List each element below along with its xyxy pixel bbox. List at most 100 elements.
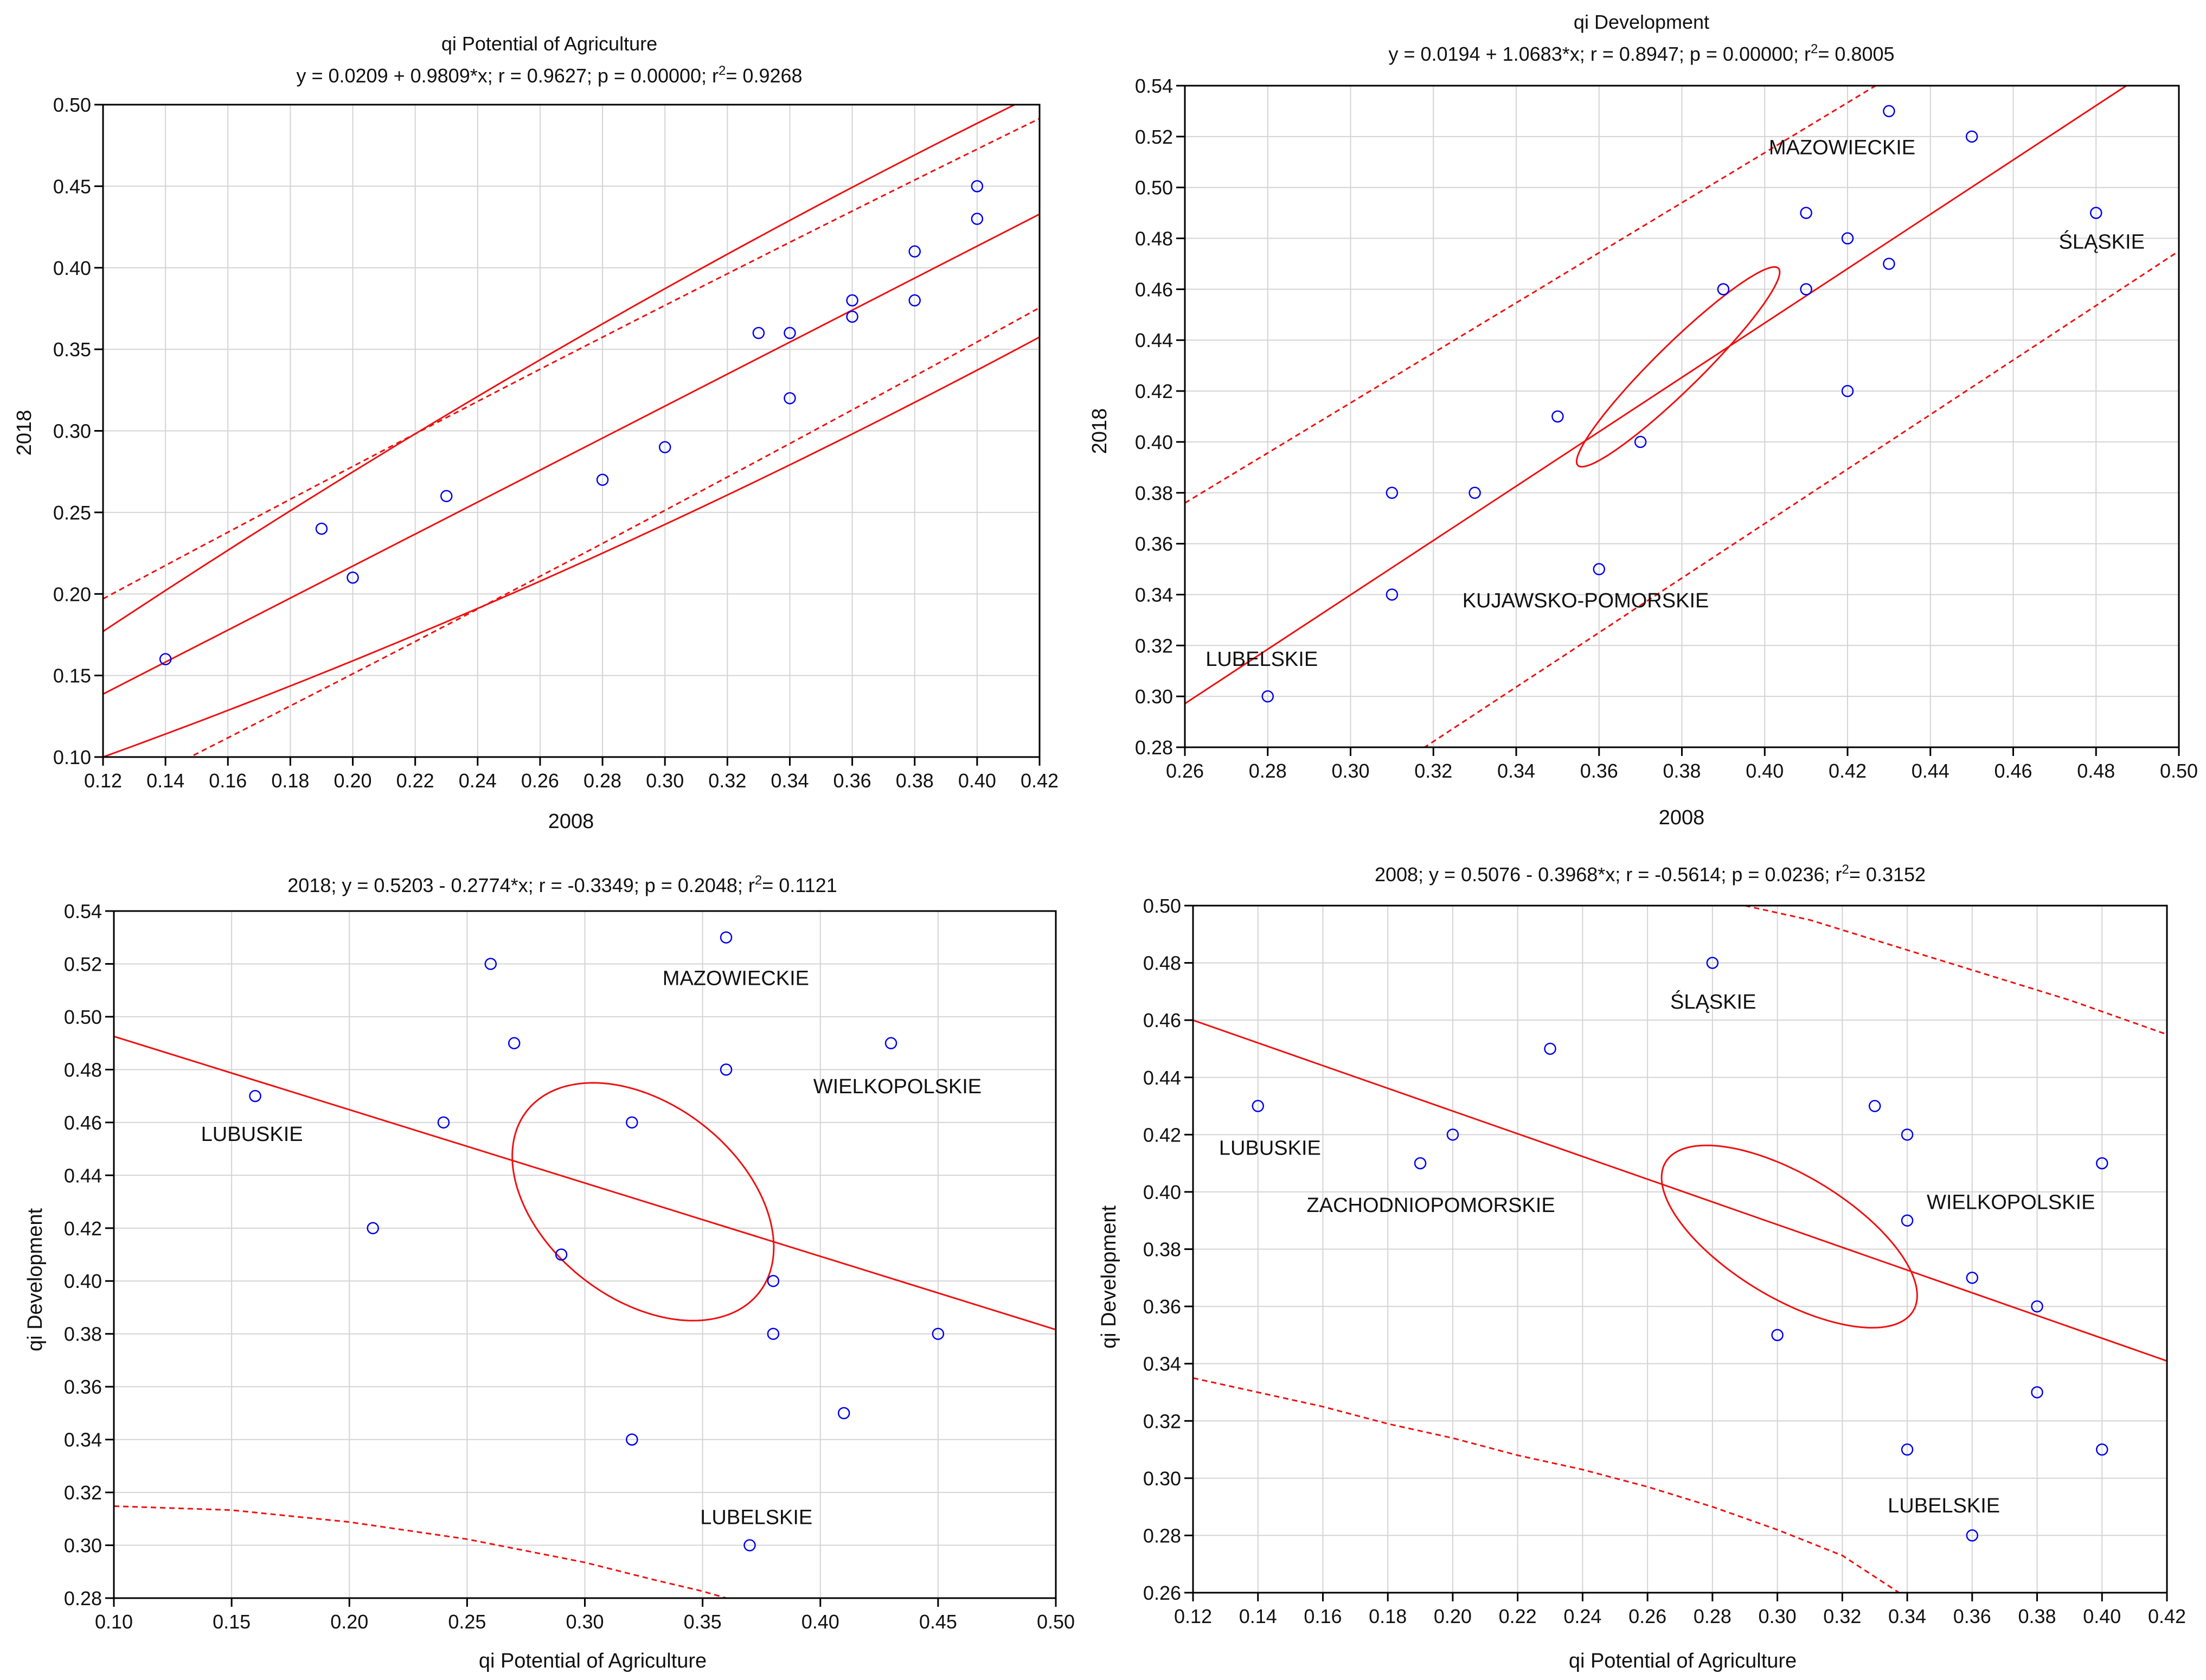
x-tick-label: 0.30 xyxy=(1759,1605,1797,1627)
x-tick-label: 0.24 xyxy=(1563,1605,1601,1627)
point-label: LUBELSKIE xyxy=(700,1506,812,1529)
x-tick-label: 0.36 xyxy=(833,770,871,792)
y-tick-label: 0.42 xyxy=(1143,1124,1181,1146)
data-point xyxy=(837,1407,850,1420)
x-tick-label: 0.18 xyxy=(1369,1605,1407,1627)
y-tick-label: 0.40 xyxy=(64,1270,102,1292)
point-label: WIELKOPOLSKIE xyxy=(813,1075,982,1098)
y-tick-label: 0.52 xyxy=(1135,126,1173,148)
data-point xyxy=(1544,1042,1556,1055)
confidence-band-upper xyxy=(103,105,1017,632)
data-point xyxy=(784,392,796,405)
data-point xyxy=(1965,130,1978,143)
x-tick-label: 0.40 xyxy=(801,1611,839,1633)
y-tick-label: 0.50 xyxy=(53,94,91,116)
data-point xyxy=(1386,588,1399,601)
point-label: WIELKOPOLSKIE xyxy=(1927,1191,2095,1214)
panel-2-r2-value: = 0.8005 xyxy=(1818,43,1894,65)
x-tick-label: 0.16 xyxy=(209,770,247,792)
plot-content xyxy=(1185,86,2179,747)
x-tick-label: 0.12 xyxy=(84,770,122,792)
data-point xyxy=(767,1328,780,1340)
y-tick-label: 0.44 xyxy=(1143,1067,1181,1089)
data-point xyxy=(437,1116,450,1129)
panel-qi-development: qi Development y = 0.0194 + 1.0683*x; r … xyxy=(1088,11,2198,829)
data-point xyxy=(1868,1100,1881,1112)
x-tick-label: 0.22 xyxy=(396,770,434,792)
y-tick-label: 0.30 xyxy=(1143,1467,1181,1490)
x-tick-label: 0.32 xyxy=(708,770,746,792)
panel-4-title-text: 2008; y = 0.5076 - 0.3968*x; r = -0.5614… xyxy=(1375,863,1842,886)
y-tick-label: 0.38 xyxy=(64,1323,102,1345)
data-point xyxy=(315,522,328,535)
point-label: LUBUSKIE xyxy=(201,1123,303,1146)
data-point xyxy=(440,490,453,503)
data-point xyxy=(2031,1386,2043,1399)
data-point xyxy=(1386,486,1399,499)
panel-4-r2-value: = 0.3152 xyxy=(1849,863,1926,886)
y-tick-label: 0.48 xyxy=(64,1059,102,1081)
x-tick-label: 0.18 xyxy=(271,770,309,792)
regression-line xyxy=(103,213,1040,695)
y-tick-label: 0.10 xyxy=(53,746,91,768)
data-point xyxy=(1414,1157,1427,1170)
panel-1-plot-area: 0.12 0.14 0.16 0.18 0.20 0.22 0.24 0.26 0.28 0.30… xyxy=(53,94,1059,792)
x-tick-label: 0.28 xyxy=(1249,760,1287,782)
data-point xyxy=(658,441,671,453)
y-tick-label: 0.50 xyxy=(64,1006,102,1028)
y-tick-label: 0.46 xyxy=(1135,278,1173,300)
y-tick-label: 0.28 xyxy=(64,1587,102,1610)
y-tick-label: 0.52 xyxy=(64,953,102,975)
x-tick-label: 0.40 xyxy=(2083,1605,2121,1627)
x-tick-label: 0.28 xyxy=(1694,1605,1732,1627)
y-tick-label: 0.48 xyxy=(1135,228,1173,250)
x-tick-label: 0.20 xyxy=(330,1611,368,1633)
prediction-band-lower xyxy=(1193,1377,1900,1593)
data-point xyxy=(159,653,172,665)
panel-3-title-text: 2018; y = 0.5203 - 0.2774*x; r = -0.3349… xyxy=(287,874,755,896)
x-tick-label: 0.48 xyxy=(2077,760,2115,782)
regression-line xyxy=(114,1035,1056,1331)
x-tick-label: 0.35 xyxy=(684,1611,722,1633)
prediction-band-upper xyxy=(1745,906,2167,1036)
x-tick-label: 0.26 xyxy=(521,770,559,792)
panel-1-r2-superscript: 2 xyxy=(719,63,726,78)
x-tick-label: 0.26 xyxy=(1166,760,1204,782)
y-tick-label: 0.36 xyxy=(1143,1296,1181,1318)
data-point xyxy=(1901,1214,1914,1227)
y-tick-label: 0.32 xyxy=(64,1482,102,1504)
y-tick-label: 0.30 xyxy=(53,420,91,443)
x-tick-label: 0.20 xyxy=(1434,1605,1472,1627)
x-tick-label: 0.34 xyxy=(1888,1605,1926,1627)
data-point xyxy=(932,1328,945,1340)
panel-3-r2-superscript: 2 xyxy=(755,873,762,888)
data-point xyxy=(2031,1300,2043,1313)
data-point xyxy=(1593,563,1605,575)
x-tick-label: 0.50 xyxy=(2160,760,2198,782)
x-tick-label: 0.12 xyxy=(1174,1605,1212,1627)
prediction-band-lower xyxy=(188,307,1040,757)
plot-content xyxy=(114,931,1056,1598)
data-point xyxy=(367,1222,379,1235)
panel-3-plot-area: MAZOWIECKIE WIELKOPOLSKIE LUBUSKIE LUBELSKI… xyxy=(64,900,1075,1633)
data-point xyxy=(249,1089,261,1102)
y-tick-label: 0.34 xyxy=(1143,1353,1181,1375)
y-tick-label: 0.42 xyxy=(1135,380,1173,402)
panel-1-r2-value: = 0.9268 xyxy=(726,65,802,87)
x-tick-label: 0.50 xyxy=(1037,1611,1075,1633)
data-point xyxy=(752,326,765,339)
plot-content xyxy=(1193,906,2167,1593)
x-tick-label: 0.36 xyxy=(1953,1605,1991,1627)
data-point xyxy=(626,1116,638,1129)
x-tick-label: 0.14 xyxy=(1239,1605,1277,1627)
x-tick-label: 0.38 xyxy=(896,770,934,792)
panel-qi-potential-of-agriculture: qi Potential of Agriculture y = 0.0209 +… xyxy=(13,33,1059,833)
data-point xyxy=(1966,1529,1979,1542)
y-tick-label: 0.40 xyxy=(1135,431,1173,453)
x-tick-label: 0.32 xyxy=(1823,1605,1861,1627)
regression-line xyxy=(1185,86,2128,704)
x-tick-label: 0.38 xyxy=(1663,760,1701,782)
panel-4-y-axis-label: qi Development xyxy=(1098,1206,1120,1349)
data-point xyxy=(2090,207,2102,219)
